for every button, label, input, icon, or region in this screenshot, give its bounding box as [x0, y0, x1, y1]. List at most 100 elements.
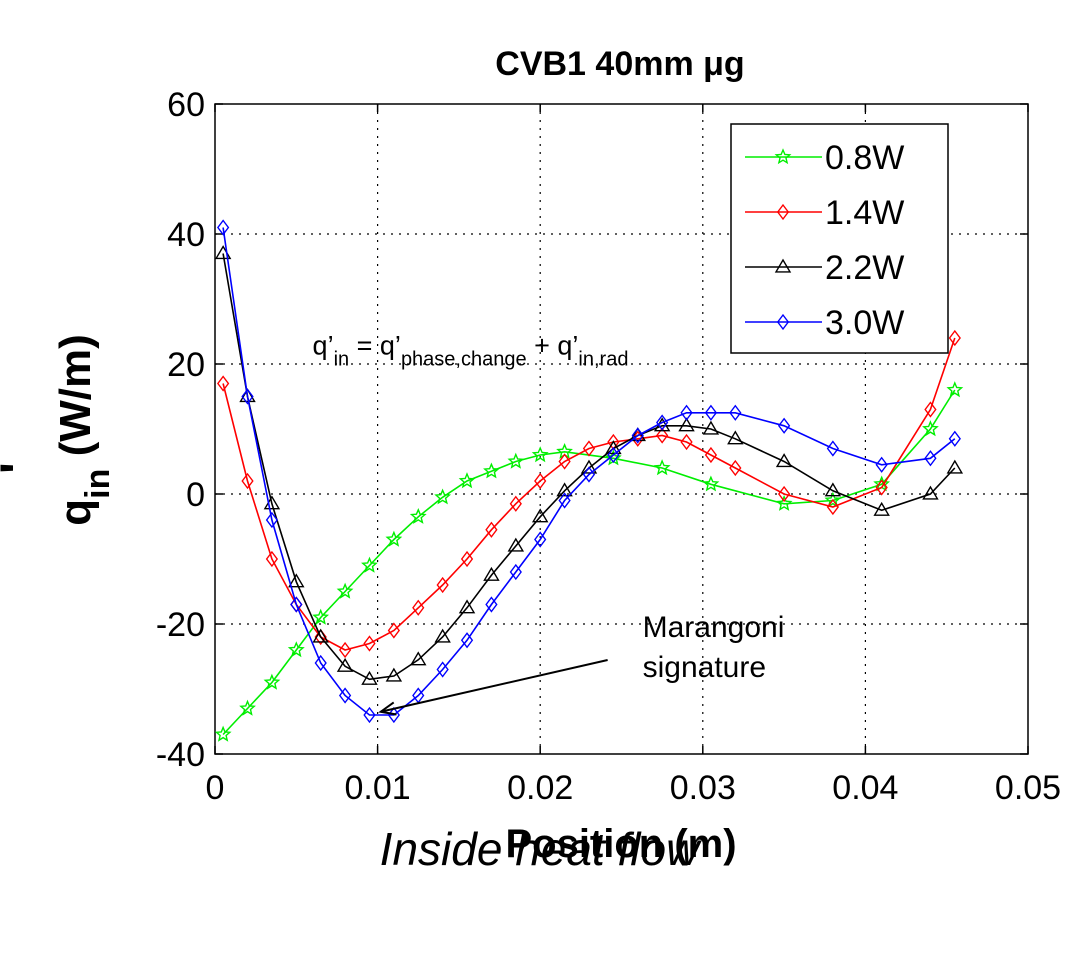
- svg-text:qin (W/m): qin (W/m): [51, 334, 117, 526]
- data-point: [534, 531, 547, 548]
- series-2.2W: [214, 245, 964, 685]
- data-point: [727, 430, 744, 445]
- data-point: [239, 699, 256, 716]
- data-point: [458, 599, 476, 614]
- data-point: [702, 475, 720, 492]
- data-point: [680, 433, 693, 451]
- data-point: [385, 530, 403, 547]
- x-tick-label: 0.05: [995, 769, 1061, 807]
- y-axis-label-main: q: [51, 499, 100, 526]
- data-point: [580, 459, 598, 474]
- data-point: [436, 661, 449, 678]
- legend-label: 0.8W: [825, 139, 904, 177]
- data-point: [239, 388, 256, 403]
- figure-caption: Inside heat flow: [379, 823, 700, 875]
- data-point: [729, 459, 742, 477]
- data-point: [775, 453, 793, 468]
- data-point: [680, 404, 693, 421]
- data-point: [826, 440, 840, 457]
- data-point: [824, 482, 842, 497]
- data-point: [387, 622, 400, 639]
- data-point: [436, 576, 449, 594]
- data-point: [704, 446, 718, 464]
- y-tick-label: 0: [186, 476, 205, 514]
- data-point: [241, 388, 254, 405]
- series-line: [222, 227, 956, 716]
- data-point: [704, 404, 718, 421]
- data-point: [409, 507, 427, 524]
- data-point: [483, 462, 500, 479]
- series-line: [222, 337, 956, 651]
- x-axis: 0 0.01 0.02 0.03 0.04 0.05: [206, 104, 1061, 807]
- data-point: [656, 427, 669, 444]
- series-0.8W: [214, 381, 964, 742]
- y-tick-label: -40: [156, 736, 205, 774]
- eq-sub-in: in: [334, 348, 350, 370]
- data-point: [729, 404, 742, 421]
- legend-marker: [774, 258, 792, 273]
- data-point: [312, 608, 330, 625]
- data-point: [702, 420, 720, 435]
- data-point: [363, 635, 376, 652]
- data-point: [217, 375, 230, 392]
- legend: 0.8W 1.4W 2.2W 3.0W: [730, 123, 949, 354]
- data-point: [656, 414, 669, 431]
- data-point: [924, 450, 937, 467]
- data-point: [824, 491, 842, 508]
- data-point: [948, 430, 961, 447]
- x-tick-label: 0: [206, 769, 225, 807]
- data-point: [265, 511, 279, 529]
- data-point: [922, 485, 939, 500]
- data-point: [948, 329, 961, 347]
- data-point: [582, 440, 596, 457]
- data-point: [605, 440, 622, 455]
- data-point: [385, 667, 403, 682]
- data-point: [336, 582, 354, 599]
- data-point: [777, 417, 791, 434]
- x-tick-label: 0.03: [670, 769, 736, 807]
- data-point: [485, 521, 498, 538]
- data-point: [214, 725, 232, 742]
- eq-sub-phase: phase,change: [401, 348, 527, 370]
- legend-marker: [776, 313, 790, 331]
- y-tick-label: 40: [167, 216, 205, 254]
- data-point: [460, 632, 474, 649]
- y-tick-label: 20: [167, 346, 205, 384]
- data-point: [531, 508, 549, 523]
- annotation-equation: q’in = q’phase,change + q’in,rad: [313, 330, 629, 370]
- data-point: [288, 573, 305, 588]
- data-point: [946, 459, 964, 474]
- data-point: [873, 501, 890, 516]
- data-point: [290, 596, 303, 613]
- data-point: [241, 472, 254, 490]
- data-point: [485, 596, 498, 613]
- y-axis-label-prime: ': [0, 462, 46, 474]
- marangoni-line2: signature: [643, 651, 766, 684]
- data-point: [363, 706, 376, 724]
- data-point: [434, 488, 452, 505]
- legend-label: 3.0W: [825, 304, 904, 342]
- data-point: [631, 427, 644, 444]
- data-point: [556, 482, 573, 497]
- data-point: [287, 641, 305, 658]
- data-point: [631, 430, 644, 447]
- data-point: [582, 466, 596, 483]
- data-point: [410, 651, 427, 666]
- legend-marker: [776, 203, 790, 221]
- data-point: [265, 550, 279, 568]
- data-point: [531, 446, 549, 463]
- data-point: [412, 599, 425, 616]
- data-point: [361, 670, 378, 685]
- data-point: [826, 498, 840, 516]
- data-point: [361, 556, 378, 573]
- data-point: [217, 219, 230, 236]
- data-point: [460, 550, 474, 568]
- eq-sub-rad: in,rad: [578, 348, 628, 370]
- data-point: [509, 495, 522, 512]
- data-point: [558, 492, 571, 509]
- data-point: [558, 453, 571, 470]
- x-tick-label: 0.02: [507, 769, 573, 807]
- legend-box: [730, 123, 949, 354]
- x-axis-label: Position (m): [505, 822, 736, 866]
